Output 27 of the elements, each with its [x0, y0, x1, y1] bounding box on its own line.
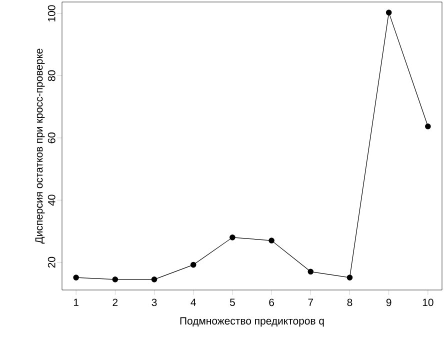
x-tick-label: 5 [230, 298, 235, 306]
y-tick-label: 100 [48, 5, 56, 22]
x-tick-label: 2 [112, 298, 118, 306]
x-tick-label: 6 [269, 298, 274, 306]
y-axis-title: Дисперсия остатков при кросс-проверке [35, 48, 45, 244]
x-tick-label: 7 [308, 298, 314, 306]
point [346, 274, 353, 280]
point [308, 268, 314, 275]
x-tick-label: 9 [386, 298, 392, 306]
y-tick-label: 40 [48, 194, 56, 206]
y-tick-label: 20 [48, 256, 56, 268]
x-tick-label: 1 [74, 298, 78, 306]
point [73, 274, 79, 280]
y-tick-label: 80 [48, 70, 56, 82]
x-tick-label: 8 [347, 298, 352, 306]
x-axis-title: Подмножество предикторов q [180, 317, 324, 327]
x-tick-label: 4 [190, 298, 196, 306]
x-tick-label: 3 [152, 298, 157, 306]
point [425, 124, 431, 130]
point [386, 10, 392, 16]
point [112, 276, 118, 282]
point [230, 234, 236, 240]
y-tick-label: 60 [48, 132, 56, 144]
point [190, 262, 196, 268]
point [268, 238, 274, 244]
x-tick-label: 10 [422, 298, 434, 306]
point [151, 276, 158, 282]
